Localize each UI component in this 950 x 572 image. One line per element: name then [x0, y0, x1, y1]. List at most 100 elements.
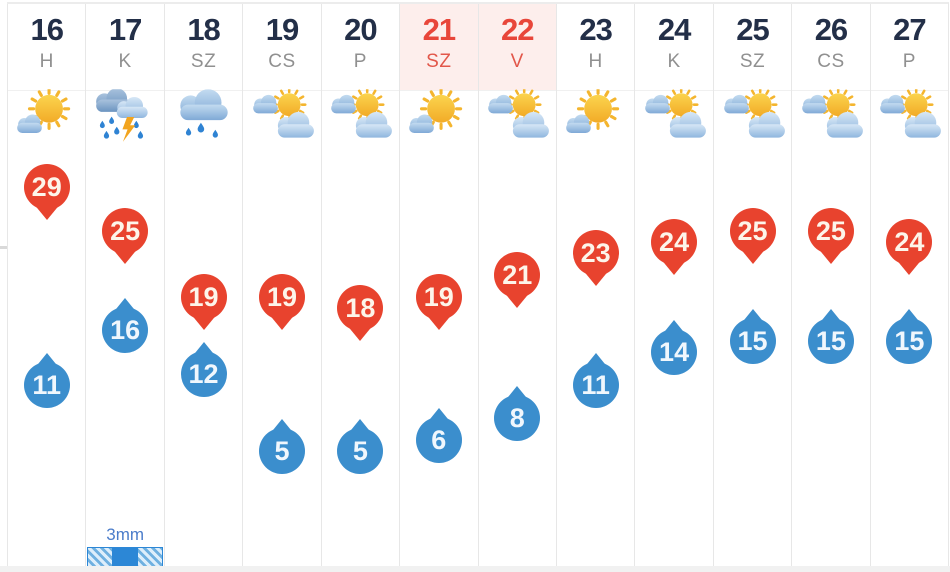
- high-temp-value: 19: [188, 281, 219, 312]
- day-header: 16 H: [8, 4, 86, 91]
- high-temp-value: 29: [31, 171, 62, 202]
- high-temp-marker: 24: [651, 219, 698, 275]
- forecast-day-column[interactable]: 20 P 18 5: [320, 4, 400, 567]
- date-label: 24: [657, 12, 691, 47]
- date-label: 25: [736, 12, 769, 47]
- low-temp-value: 8: [509, 402, 525, 433]
- low-temp-marker: 15: [729, 309, 776, 364]
- low-temp-marker: 5: [258, 419, 305, 474]
- bottom-shadow-strip: [0, 566, 950, 572]
- low-temp-marker: 12: [180, 342, 227, 397]
- forecast-day-column[interactable]: 27 P 24 15: [869, 4, 949, 567]
- forecast-day-column[interactable]: 16 H 29 11: [7, 4, 86, 567]
- date-label: 21: [422, 12, 456, 47]
- low-temp-value: 16: [110, 314, 141, 345]
- weekday-label: SZ: [190, 50, 217, 72]
- date-label: 26: [814, 12, 848, 47]
- low-temp-value: 6: [431, 424, 447, 455]
- weather-icon: [322, 88, 399, 144]
- date-label: 22: [501, 12, 534, 47]
- high-temp-value: 24: [659, 226, 690, 257]
- weather-icon: [86, 88, 163, 144]
- high-temp-marker: 25: [807, 208, 854, 264]
- high-temp-value: 24: [894, 226, 925, 257]
- day-header: 27 P: [870, 4, 949, 91]
- weekday-label: H: [39, 50, 54, 72]
- weather-icon: [165, 88, 242, 144]
- forecast-day-column[interactable]: 22 V 21 8: [477, 4, 556, 567]
- precipitation-bar-solid: [111, 548, 138, 566]
- precipitation-bar: [87, 547, 163, 567]
- weekday-label: K: [667, 50, 681, 72]
- forecast-grid: 16 H 29 11 17 K 25 16: [7, 2, 949, 568]
- weekday-label: P: [902, 50, 916, 72]
- precipitation: 3mm: [87, 525, 163, 567]
- date-label: 18: [187, 12, 220, 47]
- forecast-day-column[interactable]: 25 SZ 25 15: [712, 4, 792, 567]
- weekday-label: V: [510, 50, 524, 72]
- day-header: 19 CS: [243, 4, 321, 91]
- high-temp-marker: 21: [494, 252, 541, 308]
- low-temp-marker: 15: [886, 309, 933, 364]
- weekday-label: CS: [268, 50, 296, 72]
- forecast-day-column[interactable]: 18 SZ 19 12: [163, 4, 243, 567]
- weather-icon: [635, 88, 712, 144]
- high-temp-value: 25: [110, 215, 141, 246]
- low-temp-marker: 15: [807, 309, 854, 364]
- forecast-day-column[interactable]: 19 CS 19 5: [242, 4, 321, 567]
- low-temp-value: 5: [352, 435, 368, 466]
- weather-icon: [792, 88, 869, 144]
- low-temp-value: 12: [188, 358, 219, 389]
- high-temp-marker: 19: [180, 274, 227, 330]
- weather-icon: [400, 88, 477, 144]
- weather-icon: [8, 88, 85, 144]
- low-temp-marker: 8: [494, 386, 541, 441]
- low-temp-marker: 6: [415, 408, 462, 463]
- high-temp-value: 19: [423, 281, 454, 312]
- low-temp-value: 15: [815, 325, 846, 356]
- day-header: 24 K: [635, 4, 713, 91]
- forecast-day-column[interactable]: 24 K 24 14: [634, 4, 713, 567]
- date-label: 19: [265, 12, 299, 47]
- high-temp-value: 23: [580, 237, 611, 268]
- weekday-label: P: [353, 50, 367, 72]
- day-header: 21 SZ: [400, 4, 478, 91]
- forecast-day-column[interactable]: 17 K 25 16 3mm: [85, 4, 164, 567]
- low-temp-marker: 11: [572, 353, 619, 408]
- date-label: 17: [108, 12, 142, 47]
- weekday-label: CS: [817, 50, 845, 72]
- left-edge-gridline-fragment: [0, 246, 7, 249]
- date-label: 16: [30, 12, 63, 47]
- precipitation-amount: 3mm: [106, 525, 145, 544]
- high-temp-marker: 25: [102, 208, 149, 264]
- high-temp-value: 21: [502, 259, 533, 290]
- date-label: 20: [344, 12, 377, 47]
- high-temp-marker: 24: [886, 219, 933, 275]
- date-label: 23: [579, 12, 612, 47]
- high-temp-value: 25: [815, 215, 846, 246]
- weekday-label: SZ: [426, 50, 452, 72]
- low-temp-value: 11: [32, 369, 61, 400]
- low-temp-value: 15: [894, 325, 925, 356]
- high-temp-value: 18: [345, 292, 376, 323]
- day-header: 26 CS: [792, 4, 870, 91]
- weekday-label: K: [118, 50, 132, 72]
- forecast-day-column[interactable]: 23 H 23 11: [555, 4, 635, 567]
- low-temp-marker: 11: [23, 353, 70, 408]
- high-temp-value: 19: [266, 281, 297, 312]
- high-temp-value: 25: [737, 215, 768, 246]
- day-header: 25 SZ: [713, 4, 792, 91]
- low-temp-value: 14: [659, 336, 690, 367]
- high-temp-marker: 25: [729, 208, 776, 264]
- weekday-label: H: [588, 50, 603, 72]
- forecast-day-column[interactable]: 26 CS 25 15: [791, 4, 870, 567]
- weather-icon: [714, 88, 791, 144]
- low-temp-marker: 14: [651, 320, 698, 375]
- high-temp-marker: 29: [23, 164, 70, 220]
- forecast-day-column[interactable]: 21 SZ 19 6: [399, 4, 478, 567]
- weather-icon: [479, 88, 556, 144]
- date-label: 27: [893, 12, 926, 47]
- day-header: 23 H: [556, 4, 635, 91]
- weekday-label: SZ: [739, 50, 766, 72]
